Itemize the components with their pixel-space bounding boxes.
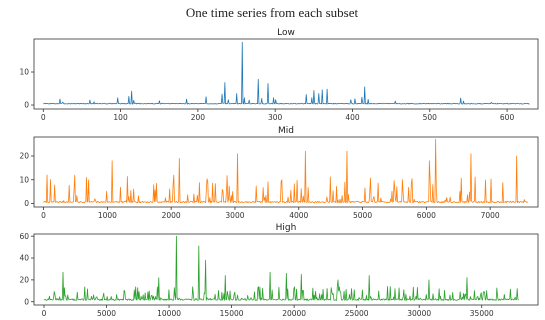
axes-frame xyxy=(33,38,539,110)
x-tick-label: 1000 xyxy=(98,211,117,220)
axes-frame xyxy=(33,136,539,208)
panel-title: Mid xyxy=(278,126,294,136)
y-tick-label: 60 xyxy=(19,232,29,241)
x-tick-label: 100 xyxy=(113,113,128,122)
x-tick-label: 20000 xyxy=(282,309,306,318)
panel-title: High xyxy=(276,223,297,233)
y-tick-label: 20 xyxy=(19,152,29,161)
x-tick-label: 400 xyxy=(345,113,360,122)
x-tick-label: 600 xyxy=(500,113,515,122)
x-tick-label: 35000 xyxy=(470,309,494,318)
x-tick-label: 3000 xyxy=(225,211,244,220)
axes-frame xyxy=(33,233,539,306)
x-tick-label: 0 xyxy=(41,211,46,220)
x-tick-label: 6000 xyxy=(417,211,436,220)
figure-title: One time series from each subset xyxy=(186,5,359,20)
x-tick-label: 5000 xyxy=(353,211,372,220)
x-tick-label: 500 xyxy=(423,113,438,122)
x-tick-label: 25000 xyxy=(345,309,369,318)
x-tick-label: 0 xyxy=(41,113,46,122)
x-tick-label: 15000 xyxy=(220,309,244,318)
panel-mid: Mid 0 1000 2000 3000 4000 5000 6000 7000 0 10 20 xyxy=(19,126,539,220)
x-tick-label: 10000 xyxy=(157,309,181,318)
x-tick-label: 0 xyxy=(42,309,47,318)
panel-low: Low 0 100 200 300 400 500 600 0 10 xyxy=(19,28,539,122)
panel-title: Low xyxy=(277,28,295,38)
y-tick-label: 20 xyxy=(19,275,29,284)
x-tick-label: 300 xyxy=(268,113,283,122)
series-line xyxy=(43,138,529,204)
y-tick-label: 0 xyxy=(24,199,29,208)
x-tick-label: 200 xyxy=(191,113,206,122)
series-line xyxy=(43,235,519,301)
series-line xyxy=(43,41,530,105)
x-tick-label: 7000 xyxy=(481,211,500,220)
panel-high: High 0 5000 10000 15000 20000 25000 30000 35000 0… xyxy=(19,223,539,318)
y-tick-label: 10 xyxy=(19,175,29,184)
y-tick-label: 0 xyxy=(24,101,29,110)
x-tick-label: 4000 xyxy=(289,211,308,220)
x-tick-label: 2000 xyxy=(162,211,181,220)
x-tick-label: 30000 xyxy=(407,309,431,318)
y-tick-label: 10 xyxy=(19,68,29,77)
y-tick-label: 40 xyxy=(19,254,29,263)
y-tick-label: 0 xyxy=(24,297,29,306)
x-tick-label: 5000 xyxy=(97,309,116,318)
